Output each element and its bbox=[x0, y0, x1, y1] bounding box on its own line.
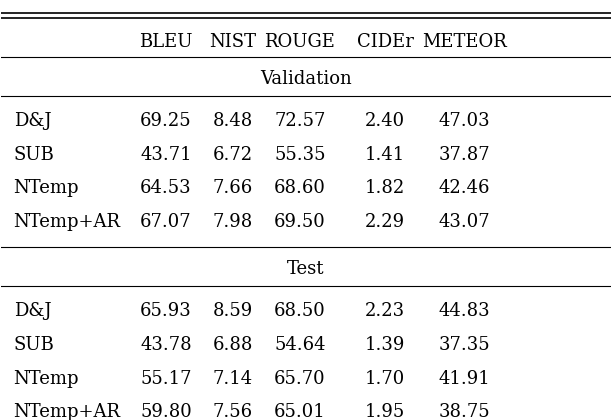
Text: 6.72: 6.72 bbox=[213, 145, 253, 163]
Text: 72.57: 72.57 bbox=[274, 112, 326, 130]
Text: 55.17: 55.17 bbox=[140, 370, 192, 388]
Text: NTemp: NTemp bbox=[13, 179, 79, 197]
Text: 54.64: 54.64 bbox=[274, 336, 326, 354]
Text: 43.78: 43.78 bbox=[140, 336, 192, 354]
Text: 1.82: 1.82 bbox=[365, 179, 405, 197]
Text: 1.70: 1.70 bbox=[365, 370, 405, 388]
Text: 1.95: 1.95 bbox=[365, 403, 405, 420]
Text: 65.70: 65.70 bbox=[274, 370, 326, 388]
Text: BLEU: BLEU bbox=[139, 33, 193, 51]
Text: 69.50: 69.50 bbox=[274, 213, 326, 231]
Text: NIST: NIST bbox=[209, 33, 256, 51]
Text: 8.48: 8.48 bbox=[213, 112, 253, 130]
Text: D&J: D&J bbox=[13, 302, 51, 320]
Text: 47.03: 47.03 bbox=[439, 112, 490, 130]
Text: 7.56: 7.56 bbox=[213, 403, 253, 420]
Text: 38.75: 38.75 bbox=[439, 403, 490, 420]
Text: 2.23: 2.23 bbox=[365, 302, 405, 320]
Text: 68.50: 68.50 bbox=[274, 302, 326, 320]
Text: 64.53: 64.53 bbox=[140, 179, 192, 197]
Text: 43.07: 43.07 bbox=[439, 213, 490, 231]
Text: 37.35: 37.35 bbox=[439, 336, 490, 354]
Text: SUB: SUB bbox=[13, 145, 54, 163]
Text: NTemp+AR: NTemp+AR bbox=[13, 213, 121, 231]
Text: METEOR: METEOR bbox=[422, 33, 507, 51]
Text: ROUGE: ROUGE bbox=[264, 33, 335, 51]
Text: 37.87: 37.87 bbox=[439, 145, 490, 163]
Text: Validation: Validation bbox=[260, 70, 352, 88]
Text: 6.88: 6.88 bbox=[213, 336, 253, 354]
Text: CIDEr: CIDEr bbox=[357, 33, 414, 51]
Text: D&J: D&J bbox=[13, 112, 51, 130]
Text: 42.46: 42.46 bbox=[439, 179, 490, 197]
Text: 2.29: 2.29 bbox=[365, 213, 405, 231]
Text: SUB: SUB bbox=[13, 336, 54, 354]
Text: 7.66: 7.66 bbox=[213, 179, 253, 197]
Text: 68.60: 68.60 bbox=[274, 179, 326, 197]
Text: 1.41: 1.41 bbox=[365, 145, 405, 163]
Text: 65.01: 65.01 bbox=[274, 403, 326, 420]
Text: 43.71: 43.71 bbox=[140, 145, 192, 163]
Text: 44.83: 44.83 bbox=[439, 302, 490, 320]
Text: 2.40: 2.40 bbox=[365, 112, 405, 130]
Text: 59.80: 59.80 bbox=[140, 403, 192, 420]
Text: 41.91: 41.91 bbox=[439, 370, 490, 388]
Text: 1.39: 1.39 bbox=[365, 336, 405, 354]
Text: Test: Test bbox=[287, 260, 325, 278]
Text: 69.25: 69.25 bbox=[140, 112, 192, 130]
Text: 7.98: 7.98 bbox=[213, 213, 253, 231]
Text: 7.14: 7.14 bbox=[213, 370, 253, 388]
Text: NTemp: NTemp bbox=[13, 370, 79, 388]
Text: 65.93: 65.93 bbox=[140, 302, 192, 320]
Text: 67.07: 67.07 bbox=[140, 213, 192, 231]
Text: NTemp+AR: NTemp+AR bbox=[13, 403, 121, 420]
Text: 8.59: 8.59 bbox=[213, 302, 253, 320]
Text: 55.35: 55.35 bbox=[274, 145, 326, 163]
